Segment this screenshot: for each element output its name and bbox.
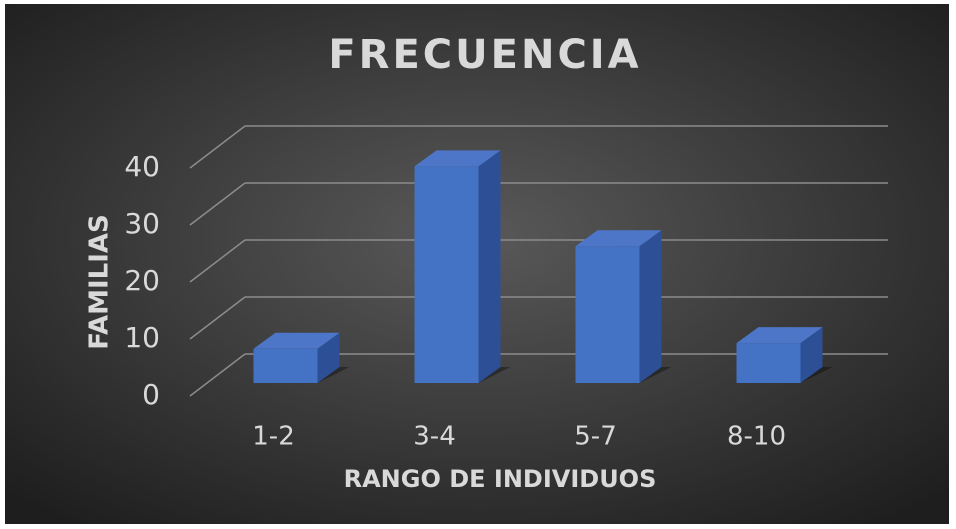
y-tick-label: 10 <box>124 321 160 354</box>
y-tick-label: 0 <box>142 378 160 411</box>
bar-top <box>414 150 501 167</box>
grid-line <box>189 182 246 226</box>
bar-side <box>317 332 340 383</box>
bar <box>414 166 479 383</box>
y-tick-label: 30 <box>124 207 160 240</box>
bar-top <box>253 332 340 349</box>
x-tick-label: 5-7 <box>574 422 616 452</box>
grid-line <box>189 353 246 397</box>
bar-top <box>575 230 662 247</box>
bar <box>736 343 801 383</box>
chart-title: FRECUENCIA <box>328 32 641 78</box>
x-axis-title: RANGO DE INDIVIDUOS <box>344 465 657 493</box>
bar-side <box>800 327 823 383</box>
x-tick-label: 1-2 <box>252 422 294 452</box>
bar-side <box>478 150 501 383</box>
y-axis-title: FAMILIAS <box>85 214 115 350</box>
bar <box>575 246 640 383</box>
y-tick-label: 20 <box>124 264 160 297</box>
grid-line <box>189 296 246 340</box>
grid-line <box>189 239 246 283</box>
x-tick-label: 3-4 <box>413 422 455 452</box>
x-tick-label: 8-10 <box>727 422 786 452</box>
bar-side <box>639 230 662 383</box>
grid-line <box>189 125 246 169</box>
y-tick-label: 40 <box>124 150 160 183</box>
bar <box>253 348 318 383</box>
bar-top <box>736 327 823 344</box>
